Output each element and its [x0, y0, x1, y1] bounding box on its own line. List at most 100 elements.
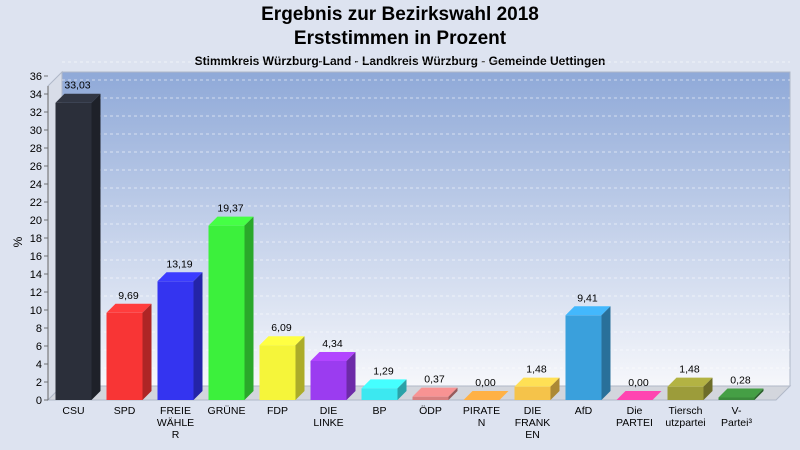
chart-title-line2: Erststimmen in Prozent	[293, 28, 507, 49]
x-tick-label: GRÜNE	[208, 405, 246, 417]
labels: 33,03 CSU 9,69 SPD 13,19 FREIE WÄHLE R 19,37 GRÜN…	[62, 80, 752, 441]
data-label: 13,19	[166, 258, 192, 270]
x-tick-label-line: V-	[732, 405, 742, 417]
x-tick-label-line: CSU	[62, 405, 84, 417]
bar-side	[754, 388, 764, 400]
bars	[55, 93, 764, 400]
data-label: 0,28	[730, 374, 751, 386]
bar	[412, 396, 449, 400]
x-tick-label-line: N	[478, 417, 486, 429]
bar-top	[208, 216, 254, 226]
bar	[361, 388, 398, 400]
x-tick-label-line: utzpartei	[665, 417, 705, 429]
x-tick-label: FDP	[267, 405, 288, 417]
x-tick-label-line: R	[172, 429, 180, 441]
y-tick-label: 2	[36, 377, 42, 389]
data-label: 6,09	[271, 322, 292, 334]
y-tick-label: 14	[30, 269, 42, 281]
bar-top	[565, 306, 611, 316]
y-tick-label: 12	[30, 287, 42, 299]
x-tick-label-line: LINKE	[313, 417, 343, 429]
y-tick-label: 8	[36, 323, 42, 335]
bar	[55, 102, 92, 400]
x-tick-label-line: PIRATE	[463, 405, 500, 417]
x-tick-label: SPD	[114, 405, 136, 417]
x-tick-label-line: FREIE	[160, 405, 191, 417]
y-tick-label: 4	[36, 359, 42, 371]
data-label: 0,00	[628, 377, 649, 389]
y-tick-label: 20	[30, 215, 42, 227]
bar	[718, 397, 755, 400]
data-label: 1,29	[373, 365, 394, 377]
y-tick-label: 0	[36, 395, 42, 407]
bar-top	[412, 387, 458, 397]
x-tick-label: FREIE WÄHLE R	[157, 405, 194, 441]
x-tick-label: DIE FRANK EN	[515, 405, 551, 441]
x-tick-label: AfD	[575, 405, 593, 417]
bar-top	[616, 391, 662, 400]
y-tick-label: 30	[30, 125, 42, 137]
bar-side	[448, 387, 458, 400]
x-tick-label-line: ÖDP	[419, 405, 442, 417]
x-tick-label: V-Partei³	[721, 405, 752, 429]
data-label: 4,34	[322, 338, 343, 350]
x-tick-label: Tiersch utzpartei	[665, 405, 705, 429]
y-tick-label: 16	[30, 251, 42, 263]
bar	[208, 225, 245, 400]
bar-side	[703, 377, 713, 400]
chart-title: Ergebnis zur Bezirkswahl 2018	[261, 4, 539, 25]
x-tick-label-line: GRÜNE	[208, 405, 246, 417]
bar-side	[295, 336, 305, 400]
data-label: 0,00	[475, 377, 496, 389]
x-tick-label: Die PARTEI	[616, 405, 653, 429]
x-tick-label-line: SPD	[114, 405, 136, 417]
bar-side	[244, 216, 254, 400]
x-tick-label-line: Die	[627, 405, 643, 417]
bar-side	[550, 377, 560, 400]
y-tick-label: 28	[30, 143, 42, 155]
bar-top	[157, 272, 203, 282]
bar-side	[346, 351, 356, 400]
y-tick-label: 32	[30, 107, 42, 119]
x-tick-label-line: WÄHLE	[157, 417, 194, 429]
y-tick-label: 22	[30, 197, 42, 209]
x-tick-label: CSU	[62, 405, 84, 417]
x-tick-label: BP	[372, 405, 386, 417]
bar-side	[91, 93, 101, 400]
bar-side	[193, 272, 203, 400]
bar	[259, 345, 296, 400]
y-tick-label: 18	[30, 233, 42, 245]
y-tick-label: 36	[30, 71, 42, 83]
chart-subtitle: Stimmkreis Würzburg-Land - Landkreis Wür…	[194, 54, 606, 68]
x-tick-label-line: PARTEI	[616, 417, 653, 429]
x-tick-label-line: DIE	[320, 405, 338, 417]
x-tick-label-line: DIE	[524, 405, 542, 417]
bar-top	[463, 391, 509, 400]
x-tick-label-line: Partei³	[721, 417, 752, 429]
y-tick-label: 10	[30, 305, 42, 317]
x-tick-label: PIRATE N	[463, 405, 500, 429]
y-axis-label: %	[11, 236, 25, 247]
bar	[106, 312, 143, 400]
bar-top	[514, 377, 560, 387]
data-label: 9,69	[118, 290, 139, 302]
data-label: 33,03	[64, 80, 90, 92]
y-tick-label: 6	[36, 341, 42, 353]
bar-top	[667, 377, 713, 387]
bar-side	[142, 303, 152, 400]
data-label: 1,48	[526, 364, 547, 376]
x-tick-label-line: AfD	[575, 405, 593, 417]
bar-top	[718, 388, 764, 398]
data-label: 19,37	[217, 203, 243, 215]
x-tick-label-line: Tiersch	[668, 405, 702, 417]
bar	[514, 386, 551, 400]
data-label: 0,37	[424, 374, 445, 386]
data-label: 9,41	[577, 292, 598, 304]
bar-top	[55, 93, 101, 103]
bar-side	[601, 306, 611, 400]
bar	[310, 360, 347, 400]
bar-side	[397, 379, 407, 400]
bar	[157, 281, 194, 400]
